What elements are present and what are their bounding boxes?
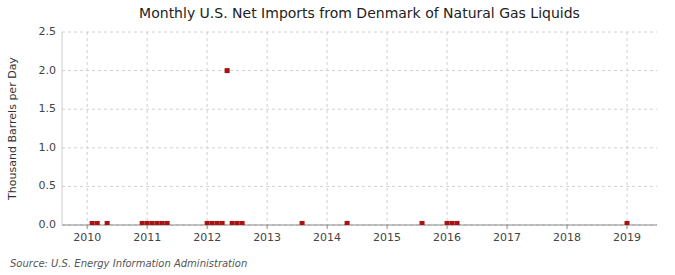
x-tick [207, 225, 208, 229]
x-tick-label: 2014 [313, 231, 341, 244]
x-tick [447, 225, 448, 229]
x-tick-label: 2013 [253, 231, 281, 244]
x-tick-label: 2017 [493, 231, 521, 244]
y-grid-line [62, 32, 657, 33]
point [220, 221, 225, 225]
point [230, 221, 235, 225]
x-tick [147, 225, 148, 229]
y-tick-label: 1.0 [39, 141, 57, 154]
point [455, 221, 460, 225]
point [140, 221, 145, 225]
point [625, 221, 630, 225]
point [300, 221, 305, 225]
y-grid-line [62, 147, 657, 148]
points [90, 68, 630, 225]
point [420, 221, 425, 225]
x-tick [627, 225, 628, 229]
x-grid-line [207, 32, 208, 225]
point [240, 221, 245, 225]
point [160, 221, 165, 225]
y-axis-line [62, 32, 63, 225]
x-tick-label: 2011 [133, 231, 161, 244]
point [155, 221, 160, 225]
point [450, 221, 455, 225]
chart: 0.0 0.5 1.0 1.5 2.0 2.5 2010 2011 2012 2013 2014 20… [0, 0, 675, 275]
point [90, 221, 95, 225]
y-tick-label: 2.0 [39, 64, 57, 77]
x-tick [387, 225, 388, 229]
y-tick-label: 2.5 [39, 25, 57, 38]
point [95, 221, 100, 225]
point [215, 221, 220, 225]
x-tick [507, 225, 508, 229]
y-tick-label: 1.5 [39, 102, 57, 115]
y-grid-line [62, 109, 657, 110]
y-grid-line [62, 70, 657, 71]
x-grid-line [387, 32, 388, 225]
point [445, 221, 450, 225]
x-tick [567, 225, 568, 229]
point [165, 221, 170, 225]
point [205, 221, 210, 225]
x-grid-line [447, 32, 448, 225]
x-tick-label: 2018 [553, 231, 581, 244]
x-tick-label: 2016 [433, 231, 461, 244]
point [210, 221, 215, 225]
x-tick-label: 2015 [373, 231, 401, 244]
point [345, 221, 350, 225]
point [105, 221, 110, 225]
x-grid-line [507, 32, 508, 225]
title: Monthly U.S. Net Imports from Denmark of… [139, 5, 580, 21]
x-tick [327, 225, 328, 229]
y-axis-label: Thousand Barrels per Day [6, 57, 19, 201]
x-grid-line [267, 32, 268, 225]
x-grid-line [147, 32, 148, 225]
source-note: Source: U.S. Energy Information Administ… [10, 258, 247, 269]
x-grid-line [327, 32, 328, 225]
y-tick-label: 0.5 [39, 179, 57, 192]
y-grid-line [62, 186, 657, 187]
x-tick [87, 225, 88, 229]
point [150, 221, 155, 225]
x-tick-label: 2010 [73, 231, 101, 244]
x-grid-line [87, 32, 88, 225]
point [235, 221, 240, 225]
point [225, 68, 230, 73]
x-tick-label: 2019 [613, 231, 641, 244]
x-grid-line [627, 32, 628, 225]
x-grid-line [567, 32, 568, 225]
x-tick [267, 225, 268, 229]
y-tick-label: 0.0 [39, 218, 57, 231]
x-tick-label: 2012 [193, 231, 221, 244]
point [145, 221, 150, 225]
